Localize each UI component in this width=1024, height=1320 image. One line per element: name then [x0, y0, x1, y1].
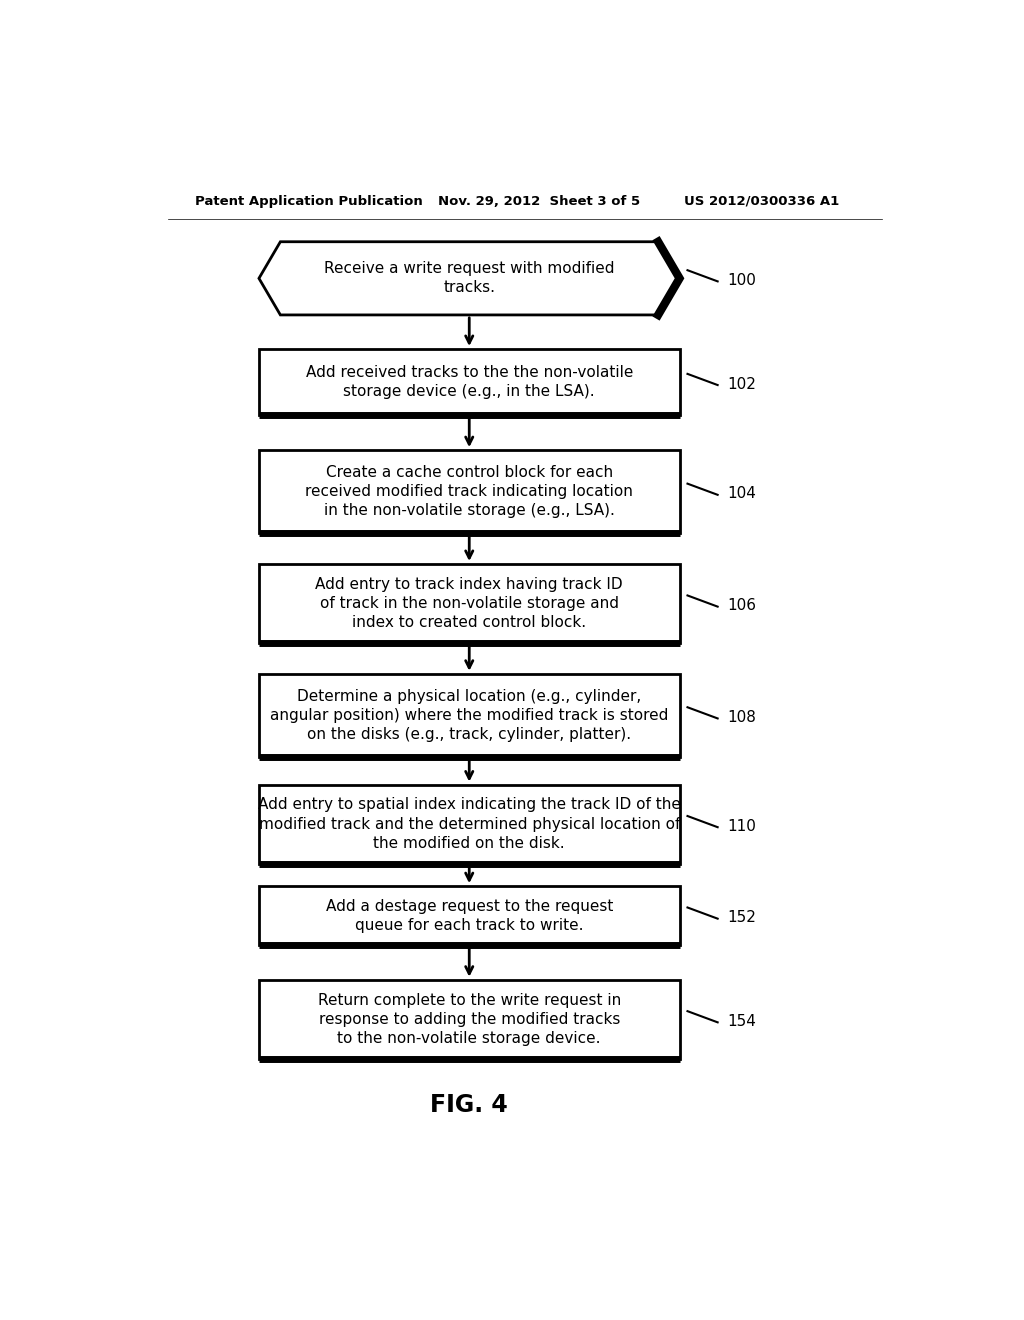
Text: US 2012/0300336 A1: US 2012/0300336 A1: [684, 194, 839, 207]
Bar: [259, 673, 680, 758]
Text: Patent Application Publication: Patent Application Publication: [196, 194, 423, 207]
Text: Add entry to spatial index indicating the track ID of the
modified track and the: Add entry to spatial index indicating th…: [258, 797, 681, 851]
Text: 108: 108: [727, 710, 756, 725]
Bar: [259, 450, 680, 533]
Text: 152: 152: [727, 911, 756, 925]
Text: 154: 154: [727, 1014, 756, 1028]
Text: Add received tracks to the the non-volatile
storage device (e.g., in the LSA).: Add received tracks to the the non-volat…: [305, 364, 633, 399]
Text: 104: 104: [727, 486, 756, 502]
Text: 100: 100: [727, 273, 756, 288]
Bar: [259, 979, 680, 1059]
Text: Return complete to the write request in
response to adding the modified tracks
t: Return complete to the write request in …: [317, 993, 621, 1045]
Text: 102: 102: [727, 376, 756, 392]
Bar: [259, 886, 680, 945]
Text: Add a destage request to the request
queue for each track to write.: Add a destage request to the request que…: [326, 899, 613, 933]
Polygon shape: [259, 242, 680, 315]
Text: Determine a physical location (e.g., cylinder,
angular position) where the modif: Determine a physical location (e.g., cyl…: [270, 689, 669, 742]
Text: Add entry to track index having track ID
of track in the non-volatile storage an: Add entry to track index having track ID…: [315, 577, 623, 630]
Text: FIG. 4: FIG. 4: [430, 1093, 508, 1117]
Text: Create a cache control block for each
received modified track indicating locatio: Create a cache control block for each re…: [305, 465, 633, 519]
Text: 106: 106: [727, 598, 756, 612]
Bar: [259, 784, 680, 863]
Text: Nov. 29, 2012  Sheet 3 of 5: Nov. 29, 2012 Sheet 3 of 5: [437, 194, 640, 207]
Bar: [259, 348, 680, 414]
Bar: [259, 564, 680, 643]
Text: 110: 110: [727, 818, 756, 834]
Text: Receive a write request with modified
tracks.: Receive a write request with modified tr…: [324, 261, 614, 296]
